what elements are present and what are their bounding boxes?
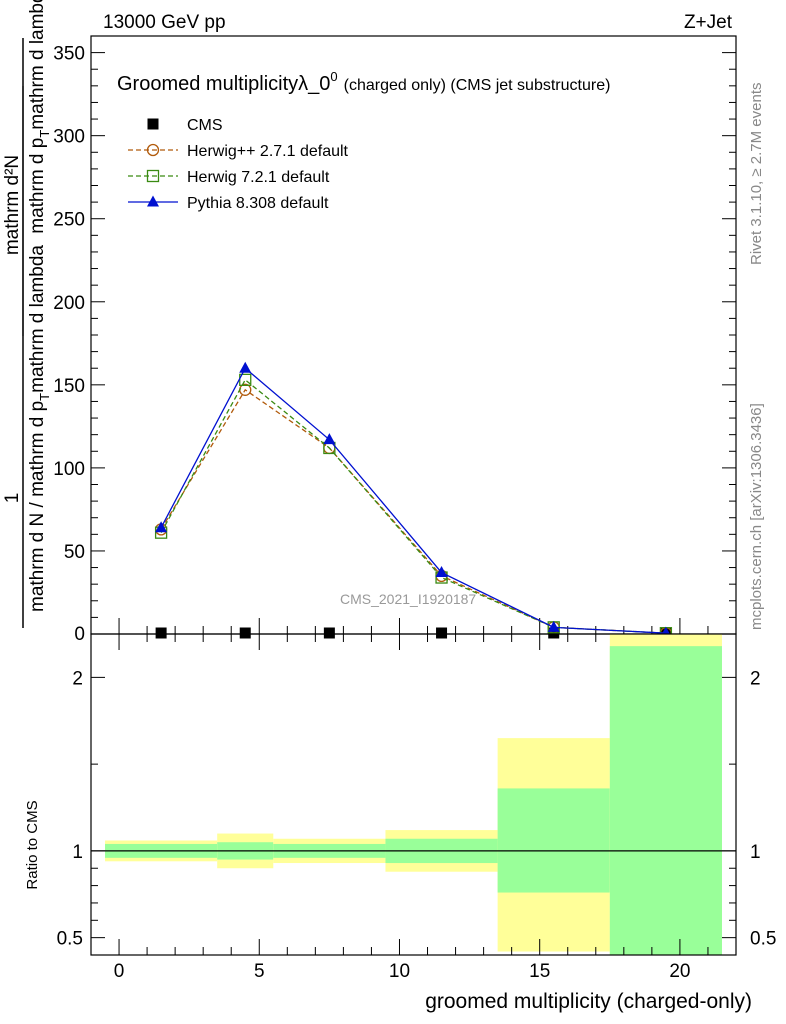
- legend-marker-0: [147, 118, 159, 130]
- series-line-3: [160, 367, 666, 634]
- ratio-y-tick-label-right-0: 0.5: [750, 929, 776, 950]
- ylabel-den-mid: mathrm d lambda: [27, 245, 48, 393]
- energy-label: 13000 GeV pp: [103, 12, 226, 33]
- series-3-point-0: [155, 521, 168, 533]
- plot-title-main: Groomed multiplicityλ_0: [117, 73, 330, 95]
- mcplots-label: mcplots.cern.ch [arXiv:1306.3436]: [748, 403, 765, 630]
- ratio-band-green-5: [609, 646, 722, 955]
- series-0-point-1: [239, 627, 251, 639]
- main-y-tick-label-1: 100: [53, 459, 85, 480]
- main-y-tick-label-4: 250: [53, 210, 85, 231]
- x-tick-label-0: 0: [114, 961, 125, 982]
- ratio-y-tick-label-0: 0.5: [57, 929, 83, 950]
- series-3-point-2: [323, 433, 336, 445]
- x-tick-label-4: 20: [669, 961, 690, 982]
- main-y-tick-label-3: 200: [53, 293, 85, 314]
- x-tick-label-3: 15: [529, 961, 550, 982]
- main-y-tick-label-0: 50: [64, 542, 85, 563]
- ratio-y-axis-label: Ratio to CMS: [24, 800, 41, 889]
- legend-marker-2: [146, 169, 160, 183]
- x-tick-label-1: 5: [254, 961, 265, 982]
- ratio-y-tick-label-right-1: 1: [750, 842, 761, 863]
- ratio-y-tick-label-right-2: 2: [750, 668, 761, 689]
- ratio-plot-panel: 0 5 10 15 20 0.5 0.5 1 1 2 2: [57, 633, 776, 982]
- main-y-tick-label-5: 300: [53, 127, 85, 148]
- ylabel-frac-num: 1: [2, 493, 23, 504]
- series-0-point-2: [323, 627, 335, 639]
- series-0-point-0: [155, 627, 167, 639]
- main-plot-panel: 50 100 150 200 250 300 350 0: [53, 35, 737, 650]
- plot-title-sup: 0: [330, 69, 337, 84]
- ylabel-den-left: mathrm d N / mathrm d p: [27, 401, 48, 612]
- legend-label-3: Pythia 8.308 default: [187, 195, 329, 212]
- main-y-tick-label-zero: 0: [74, 624, 85, 645]
- x-axis-label: groomed multiplicity (charged-only): [425, 990, 752, 1013]
- series-3-point-4: [547, 620, 560, 632]
- ratio-y-tick-label-2: 2: [72, 668, 83, 689]
- x-tick-label-2: 10: [389, 961, 410, 982]
- legend-marker-1: [146, 143, 160, 157]
- plot-title: Groomed multiplicityλ_00 (charged only) (…: [117, 69, 610, 95]
- main-y-axis-label: 1 mathrm d²N mathrm d N / mathrm d pTmat…: [2, 0, 52, 628]
- series-3-point-3: [435, 566, 448, 578]
- legend-label-2: Herwig 7.2.1 default: [187, 169, 330, 186]
- rivet-version-label: Rivet 3.1.10, ≥ 2.7M events: [748, 83, 765, 266]
- ylabel-num: mathrm d²N: [2, 155, 23, 255]
- ylabel-den: mathrm d N / mathrm d pTmathrm d lambda …: [27, 0, 52, 612]
- analysis-tag: CMS_2021_I1920187: [340, 591, 476, 607]
- main-y-tick-label-6: 350: [53, 44, 85, 65]
- legend-marker-3: [147, 195, 159, 207]
- legend-label-0: CMS: [187, 117, 223, 134]
- ylabel-den-sub2: T: [37, 130, 52, 138]
- process-label: Z+Jet: [684, 12, 733, 33]
- ratio-y-tick-label-1: 1: [72, 842, 83, 863]
- ylabel-den-end: mathrm d lambda: [27, 0, 48, 130]
- legend-label-1: Herwig++ 2.7.1 default: [187, 143, 349, 160]
- ratio-plot-frame: [90, 633, 737, 956]
- series-0-point-3: [436, 627, 448, 639]
- plot-subtitle: (charged only) (CMS jet substructure): [344, 77, 611, 94]
- main-y-tick-label-2: 150: [53, 376, 85, 397]
- ylabel-den-right2: mathrm d p: [27, 138, 48, 234]
- series-3-point-1: [239, 361, 252, 373]
- ylabel-den-sub: T: [37, 393, 52, 401]
- ratio-band-green-4: [497, 788, 610, 893]
- legend: CMS Herwig++ 2.7.1 default Herwig 7.2.1 de…: [128, 117, 349, 212]
